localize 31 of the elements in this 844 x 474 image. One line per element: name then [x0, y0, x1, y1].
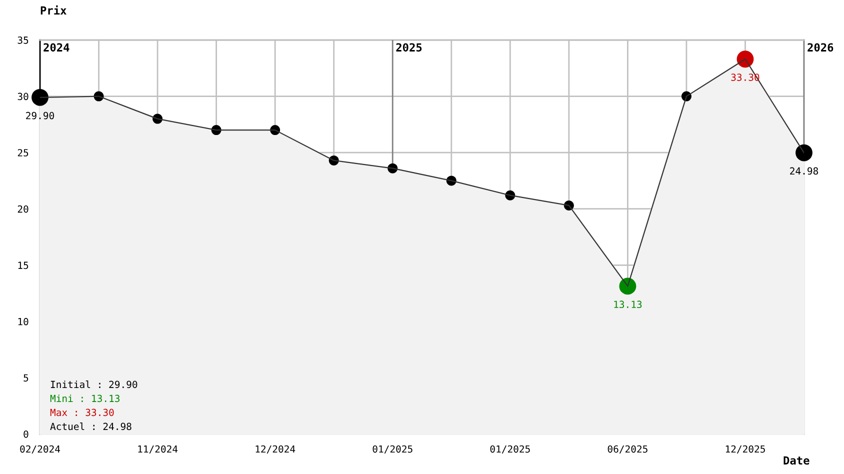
- data-label: 13.13: [614, 300, 642, 308]
- annotation: Actuel : 24.98: [50, 422, 132, 430]
- x-tick-label: 01/2025: [372, 445, 412, 454]
- y-tick-label: 35: [18, 36, 28, 44]
- y-axis-title: Prix: [40, 5, 66, 14]
- point: [796, 144, 812, 162]
- annotation: Mini : 13.13: [50, 394, 120, 402]
- point: [736, 50, 754, 68]
- point: [619, 278, 636, 295]
- data-label: 29.90: [26, 112, 54, 120]
- x-tick-label: 12/2024: [256, 445, 296, 454]
- y-tick-label: 10: [18, 318, 28, 326]
- x-tick-label: 12/2025: [726, 445, 765, 454]
- y-tick-label: 30: [18, 92, 28, 100]
- annotation: 2024: [44, 43, 70, 52]
- data-label: 24.98: [790, 167, 818, 175]
- y-tick-label: 0: [24, 430, 28, 438]
- y-tick-label: 5: [24, 374, 28, 382]
- ref-line-label: 2025: [396, 43, 422, 52]
- y-tick-label: 25: [18, 149, 28, 156]
- y-tick-label: 20: [18, 205, 28, 213]
- annotation: Max : 33.30: [50, 408, 114, 416]
- y-tick-label: 15: [18, 262, 28, 269]
- annotation: Initial : 29.90: [50, 380, 138, 388]
- x-tick-label: 06/2025: [608, 445, 648, 454]
- x-tick-label: 11/2024: [138, 445, 178, 454]
- x-tick-label: 01/2025: [490, 445, 530, 454]
- x-axis-title: Date: [784, 456, 810, 465]
- x-tick-label: 02/2024: [20, 445, 60, 454]
- text: 2026: [808, 43, 834, 52]
- point: [32, 88, 48, 106]
